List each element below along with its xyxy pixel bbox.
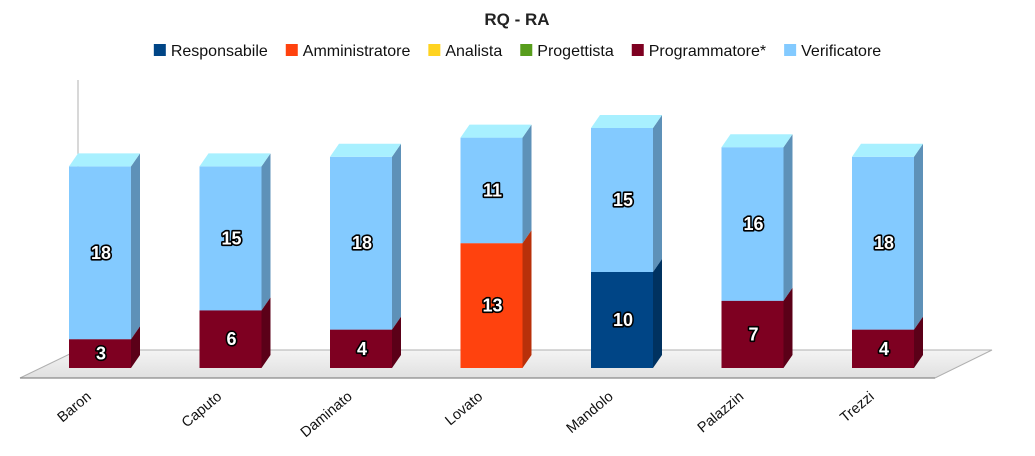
value-label: 4 xyxy=(357,339,367,359)
bar-front xyxy=(460,137,523,244)
value-label: 3 xyxy=(96,344,106,364)
value-label: 4 xyxy=(879,339,889,359)
category-label-mandolo: Mandolo xyxy=(564,389,617,437)
legend-swatch xyxy=(784,44,797,56)
bar-segment-mandolo-verificatore xyxy=(591,115,662,272)
legend-swatch xyxy=(631,44,644,56)
legend-row: Responsabile Amministratore Analista Proget… xyxy=(153,43,881,60)
bar-front xyxy=(69,166,131,340)
bar-front xyxy=(199,310,262,368)
bar-side xyxy=(261,297,271,368)
bar-segment-baron-verificatore xyxy=(69,153,140,340)
bar-group-baron xyxy=(69,153,140,368)
value-label: 15 xyxy=(613,190,633,210)
bar-group-palazzin xyxy=(721,134,793,368)
bar-side xyxy=(392,143,401,330)
bar-front xyxy=(330,329,392,368)
legend-item-programmatore: Programmatore* xyxy=(631,43,766,60)
bar-side xyxy=(914,316,923,368)
legend-item-responsabile: Responsabile xyxy=(153,43,268,60)
bar-segment-trezzi-programmatore xyxy=(852,316,923,368)
legend-label: Analista xyxy=(445,43,502,60)
legend-swatch xyxy=(285,44,298,56)
value-label: 18 xyxy=(91,243,111,263)
bar-top xyxy=(199,153,271,167)
chart-title: RQ - RA xyxy=(484,10,549,29)
category-label-trezzi: Trezzi xyxy=(837,389,877,426)
bar-segment-palazzin-programmatore xyxy=(721,287,793,368)
bar-segment-lovato-verificatore xyxy=(460,124,532,244)
value-label: 11 xyxy=(483,180,502,200)
bar-segment-lovato-amministratore xyxy=(460,230,532,368)
bar-front xyxy=(591,272,653,368)
bar-front xyxy=(199,166,262,311)
bar-segment-daminato-verificatore xyxy=(330,143,401,330)
value-label: 18 xyxy=(352,233,372,253)
category-label-caputo: Caputo xyxy=(179,389,225,431)
bar-top xyxy=(721,134,793,148)
bar-top xyxy=(852,143,923,157)
bar-segment-palazzin-verificatore xyxy=(721,134,793,301)
legend-item-progettista: Progettista xyxy=(520,43,614,60)
legend-swatch xyxy=(153,44,166,56)
bar-front xyxy=(69,339,131,368)
bar-front xyxy=(852,329,914,368)
legend-label: Programmatore* xyxy=(649,43,766,60)
legend-label: Amministratore xyxy=(303,43,411,60)
category-label-baron: Baron xyxy=(55,389,95,426)
value-label: 15 xyxy=(221,228,241,248)
legend: Responsabile Amministratore Analista Proget… xyxy=(153,43,881,60)
bar-side xyxy=(522,124,532,244)
category-label-lovato: Lovato xyxy=(442,389,486,429)
bar-side xyxy=(783,134,793,301)
bar-side xyxy=(392,316,401,368)
bar-front xyxy=(721,147,784,301)
bar-front xyxy=(591,128,653,272)
bar-front xyxy=(852,156,914,330)
bar-side xyxy=(653,115,662,272)
bar-top xyxy=(591,115,662,128)
legend-label: Verificatore xyxy=(801,43,881,60)
bar-side xyxy=(131,153,140,340)
bar-top xyxy=(69,153,140,167)
category-label-daminato: Daminato xyxy=(298,389,356,441)
legend-label: Responsabile xyxy=(171,43,268,60)
bar-side xyxy=(131,326,140,368)
value-label: 13 xyxy=(482,296,502,316)
value-label: 10 xyxy=(613,310,633,330)
bar-side xyxy=(261,153,271,311)
legend-swatch xyxy=(428,44,441,56)
bars-layer xyxy=(69,115,923,368)
legend-item-amministratore: Amministratore xyxy=(285,43,411,60)
bar-top xyxy=(460,124,532,138)
bar-front xyxy=(721,300,784,368)
bar-side xyxy=(914,143,923,330)
bar-front xyxy=(460,243,523,368)
bar-side xyxy=(653,259,662,368)
legend-item-verificatore: Verificatore xyxy=(784,43,881,60)
legend-item-analista: Analista xyxy=(428,43,502,60)
bar-group-mandolo xyxy=(591,115,662,368)
bar-side xyxy=(783,287,793,368)
bar-segment-trezzi-verificatore xyxy=(852,143,923,330)
bar-segment-caputo-verificatore xyxy=(199,153,271,311)
category-labels-layer: Baron Caputo Daminato Lovato Mandolo Palazzin… xyxy=(55,389,878,441)
bar-group-daminato xyxy=(330,143,401,368)
bar-front xyxy=(330,156,392,330)
legend-label: Progettista xyxy=(537,43,614,60)
value-label: 6 xyxy=(226,329,236,349)
bar-group-lovato xyxy=(460,124,532,368)
bar-group-trezzi xyxy=(852,143,923,368)
bar-top xyxy=(330,143,401,157)
value-label: 7 xyxy=(748,324,758,344)
legend-swatch xyxy=(520,44,533,56)
category-label-palazzin: Palazzin xyxy=(695,389,747,436)
value-labels-layer: 3 18 6 15 4 18 13 11 10 15 7 16 4 18 xyxy=(89,179,895,365)
bar-side xyxy=(522,230,532,368)
value-label: 18 xyxy=(874,233,894,253)
value-label: 16 xyxy=(743,214,763,234)
bar-group-caputo xyxy=(199,153,271,368)
